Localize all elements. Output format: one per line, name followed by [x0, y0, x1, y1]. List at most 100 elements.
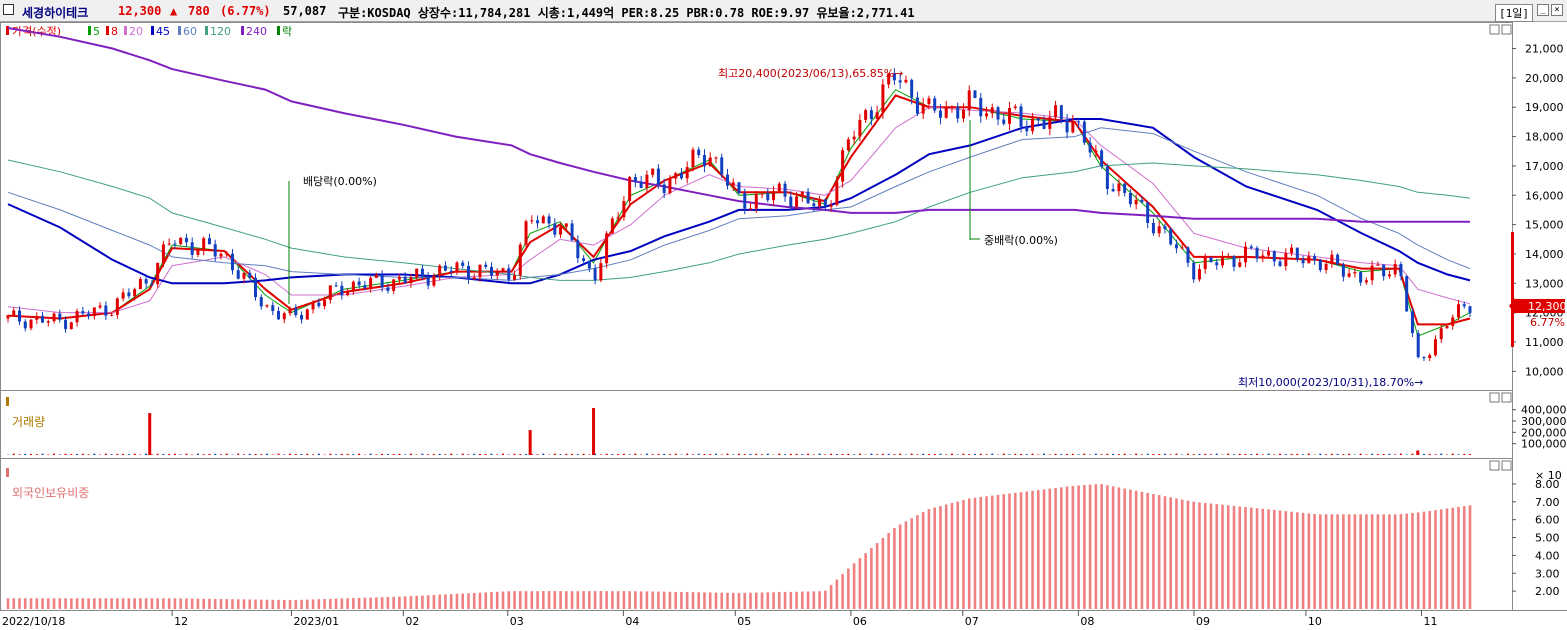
volume-bar: [795, 453, 798, 455]
candle-body: [288, 308, 292, 314]
volume-bar: [1002, 453, 1005, 455]
foreign-ratio-bar: [104, 598, 108, 609]
foreign-ratio-bar: [282, 599, 286, 609]
foreign-ratio-bar: [1347, 514, 1351, 609]
candle-body: [501, 268, 505, 272]
candle-body: [656, 168, 660, 185]
candle-body: [1094, 150, 1098, 153]
candle-body: [904, 79, 908, 83]
foreign-ratio-bar: [133, 598, 136, 609]
period-selector[interactable]: [1일]: [1495, 4, 1533, 22]
candle-body: [196, 250, 200, 255]
candle-body: [259, 297, 263, 307]
volume-bar: [1117, 454, 1120, 455]
candle-body: [6, 315, 10, 319]
volume-bar: [1163, 453, 1166, 455]
candle-body: [714, 157, 718, 159]
foreign-ratio-bar: [1152, 494, 1155, 609]
candle-body: [956, 106, 960, 119]
candle-body: [1065, 119, 1069, 133]
foreign-ratio-bar: [766, 592, 770, 609]
foreign-ratio-bar: [1226, 505, 1230, 609]
foreign-ratio-bar: [375, 597, 378, 609]
foreign-ratio-bar: [254, 599, 257, 609]
candle-body: [403, 276, 407, 284]
candle-body: [1261, 255, 1265, 259]
volume-bar: [467, 454, 470, 455]
candle-body: [852, 136, 856, 140]
foreign-ratio-bar: [472, 592, 476, 609]
candle-body: [887, 73, 891, 85]
foreign-ratio-bar: [1134, 490, 1138, 609]
candle-body: [213, 244, 217, 257]
volume-bar: [116, 453, 119, 455]
candle-body: [720, 157, 724, 175]
volume-bar: [490, 453, 493, 455]
select-checkbox[interactable]: [3, 4, 14, 15]
price-tick-label: 10,000: [1525, 365, 1564, 378]
volume-bar: [1054, 453, 1057, 455]
foreign-tick-label: 2.00: [1535, 585, 1560, 598]
volume-bar: [847, 453, 850, 455]
candle-body: [52, 313, 56, 322]
candle-body: [1157, 226, 1161, 234]
candle-body: [990, 107, 994, 114]
foreign-ratio-bar: [858, 558, 862, 609]
volume-bar: [283, 454, 286, 455]
volume-bar: [565, 453, 568, 455]
candle-body: [438, 265, 442, 276]
foreign-ratio-bar: [536, 591, 539, 609]
volume-bar: [196, 453, 199, 455]
legend-marker: [88, 26, 91, 35]
foreign-ratio-bar: [645, 591, 649, 609]
volume-bar: [1077, 454, 1080, 455]
foreign-ratio-bar: [150, 598, 154, 609]
foreign-ratio-bar: [754, 592, 758, 609]
candle-body: [898, 80, 902, 83]
foreign-ratio-bar: [1065, 486, 1069, 609]
foreign-ratio-bar: [1106, 485, 1109, 609]
candle-body: [639, 181, 643, 188]
candle-body: [1013, 106, 1017, 109]
volume-bar: [502, 453, 505, 455]
volume-bar: [156, 453, 159, 455]
candle-body: [760, 193, 764, 195]
foreign-ratio-bar: [944, 504, 948, 609]
foreign-panel-title: 외국인보유비중: [12, 486, 89, 500]
close-icon[interactable]: ×: [1551, 4, 1563, 16]
volume-bar: [536, 454, 539, 455]
foreign-ratio-bar: [967, 498, 971, 609]
volume-bar: [870, 453, 873, 455]
foreign-ratio-bar: [1284, 511, 1288, 609]
foreign-ratio-bar: [1290, 511, 1293, 609]
candle-body: [633, 177, 637, 182]
volume-bar: [749, 453, 752, 455]
candle-body: [973, 90, 977, 98]
x-tick-label: 04: [625, 615, 639, 628]
candle-body: [277, 310, 281, 320]
volume-bar: [973, 453, 976, 455]
volume-bar: [64, 453, 67, 455]
volume-bar: [755, 453, 758, 455]
candle-body: [12, 310, 16, 316]
foreign-ratio-bar: [1019, 492, 1023, 609]
candle-body: [789, 196, 793, 207]
foreign-ratio-bar: [46, 598, 50, 609]
foreign-ratio-bar: [1175, 498, 1178, 609]
legend-marker: [277, 26, 280, 35]
title-bar: 세경하이테크 12,300 ▲ 780 (6.77%) 57,087 구분:KO…: [0, 0, 1567, 22]
volume-bar: [513, 453, 516, 455]
volume-bar: [369, 453, 372, 455]
candle-body: [846, 139, 850, 151]
foreign-ratio-bar: [461, 593, 465, 609]
volume-bar: [312, 454, 315, 455]
candle-body: [248, 272, 252, 278]
foreign-ratio-bar: [1238, 506, 1242, 609]
foreign-ratio-bar: [334, 598, 338, 609]
volume-bar: [41, 453, 44, 455]
volume-bar: [720, 454, 723, 455]
foreign-ratio-bar: [1457, 506, 1460, 609]
minimize-icon[interactable]: _: [1537, 4, 1549, 16]
candle-body: [1244, 246, 1248, 263]
volume-bar: [726, 453, 729, 455]
